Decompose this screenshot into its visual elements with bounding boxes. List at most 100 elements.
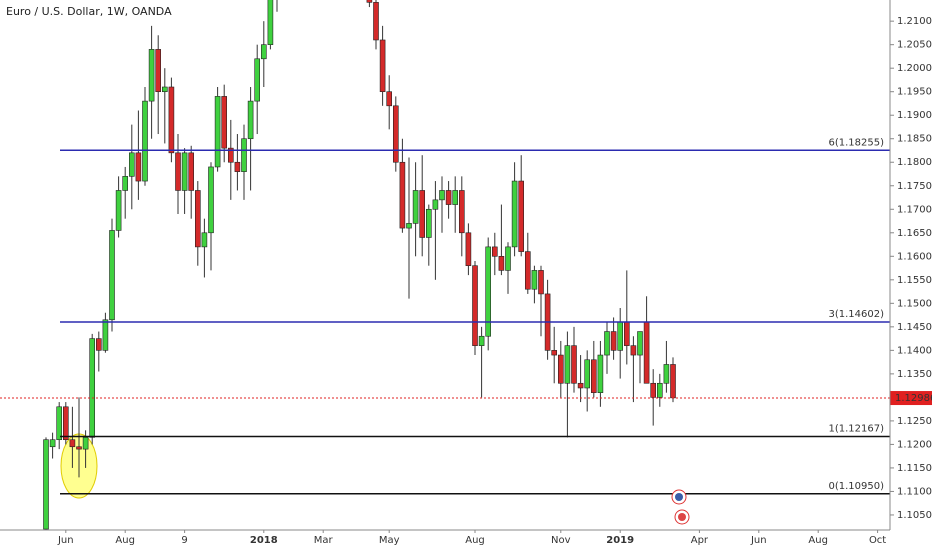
candle-body [142,100,148,182]
candle-body [623,321,630,346]
x-tick-label: Aug [808,535,828,546]
candle-body [491,246,498,257]
candle-body [452,190,459,205]
candle-body [201,232,208,248]
level-label: 6(1.18255) [828,137,884,148]
candle-body [76,446,82,450]
candle-body [386,91,393,107]
candle-body [538,270,544,295]
y-tick-label: 1.10500 [897,510,932,521]
event-flag [678,513,686,521]
candle-body [637,331,643,356]
x-tick-label: 2019 [606,535,634,546]
y-tick-label: 1.15000 [897,298,932,309]
chart-title: Euro / U.S. Dollar, 1W, OANDA [6,5,172,18]
candle-body [155,49,161,93]
candle-body [96,338,102,351]
y-tick-label: 1.17500 [897,181,932,192]
last-price-box [890,391,932,406]
candle-body [56,406,63,441]
candle-body [247,100,254,140]
y-tick-label: 1.19000 [897,110,932,121]
y-tick-label: 1.17000 [897,204,932,215]
candle-body [656,382,663,398]
candle-body [584,359,591,389]
x-tick-label: 2018 [250,535,278,546]
candle-body [511,180,518,248]
candle-body [557,354,564,384]
candle-body [577,382,584,389]
y-tick-label: 1.20000 [897,63,932,74]
candle-body [214,96,221,168]
candle-body [564,345,571,384]
candle-body [102,319,109,351]
y-tick-label: 1.16000 [897,251,932,262]
candle-body [228,147,234,163]
x-tick-label: 9 [181,535,187,546]
candle-body [234,161,241,172]
candles [43,0,676,530]
y-tick-label: 1.12500 [897,416,932,427]
last-price-label: 1.12986 [895,393,932,404]
y-tick-label: 1.12000 [897,439,932,450]
candle-body [69,439,76,448]
candle-body [650,382,657,398]
level-label: 3(1.14602) [828,309,884,320]
candle-body [109,230,115,321]
candle-body [439,190,445,201]
level-label: 1(1.12167) [828,424,884,435]
candle-body [498,255,505,271]
candle-body [181,152,188,191]
candle-body [89,338,95,438]
y-tick-label: 1.11000 [897,486,932,497]
candle-body [260,44,267,60]
candle-body [188,152,194,191]
candle-body [208,166,214,234]
candle-body [505,246,511,271]
level-label: 0(1.10950) [828,481,884,492]
candle-body [406,223,412,229]
candle-body [590,359,597,393]
candle-body [43,439,49,530]
candle-body [597,354,604,393]
candle-body [472,265,478,346]
candle-body [432,199,439,210]
y-tick-label: 1.14500 [897,322,932,333]
y-tick-label: 1.19500 [897,87,932,98]
candle-body [485,246,492,337]
candle-body [604,331,610,356]
event-flag [675,493,683,501]
candle-body [175,152,181,191]
candle-body [610,331,617,351]
candle-body [49,439,56,448]
x-tick-label: May [379,535,400,546]
x-tick-label: Aug [115,535,135,546]
x-tick-label: Apr [691,535,709,546]
candle-body [617,321,624,351]
candle-body [148,49,155,102]
candle-body [419,190,426,238]
y-tick-label: 1.13500 [897,369,932,380]
y-tick-label: 1.16500 [897,228,932,239]
y-tick-label: 1.11500 [897,463,932,474]
candle-body [458,190,465,234]
candle-body [267,0,274,45]
candle-body [643,321,650,384]
candle-body [670,364,676,399]
candle-body [531,270,538,290]
candle-body [129,152,135,177]
x-tick-label: Mar [314,535,334,546]
x-tick-label: Oct [869,535,886,546]
candle-body [524,251,531,290]
y-tick-label: 1.20500 [897,40,932,51]
y-tick-label: 1.21000 [897,16,932,27]
plot-area: 1.105001.110001.115001.120001.125001.130… [57,16,932,546]
candle-body [630,345,637,356]
candle-body [663,364,670,384]
candle-body [115,190,122,231]
candle-body [221,96,227,149]
y-tick-label: 1.18000 [897,157,932,168]
candle-body [373,2,379,41]
candle-body [399,161,406,229]
